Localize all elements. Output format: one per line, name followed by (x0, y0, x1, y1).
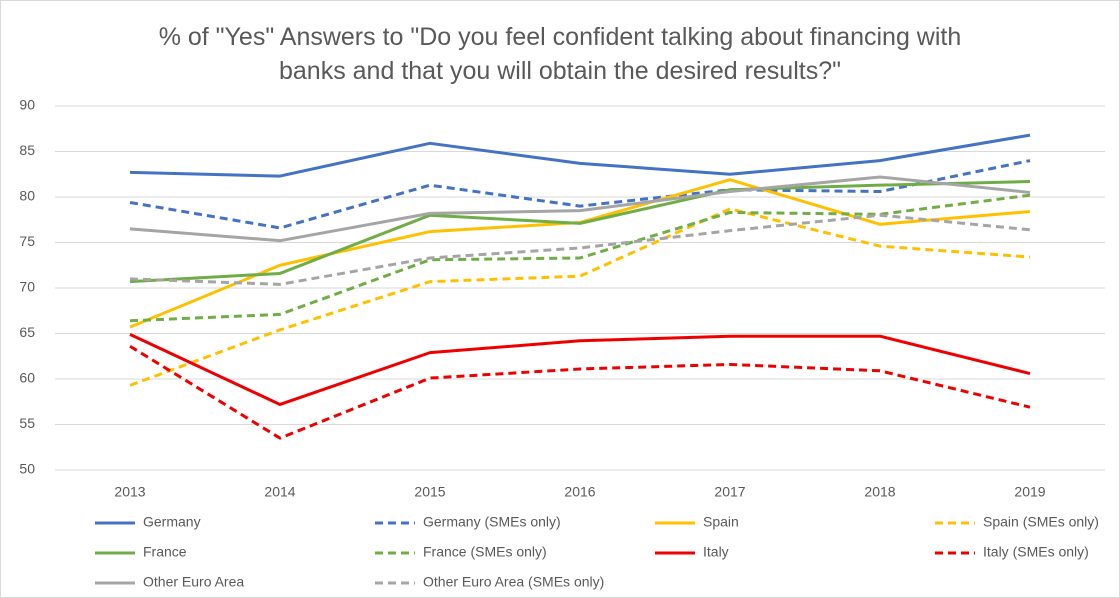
series-line (129, 175, 1031, 243)
legend-label: France (SMEs only) (423, 544, 547, 560)
series-line (129, 344, 1031, 440)
x-tick-label: 2016 (564, 484, 595, 500)
series-line (129, 207, 1031, 387)
legend-label: Other Euro Area (143, 574, 244, 590)
series-line (129, 133, 1031, 178)
legend-label: Italy (703, 544, 729, 560)
y-tick-label: 55 (19, 415, 35, 431)
y-tick-label: 50 (19, 461, 35, 477)
y-tick-label: 90 (19, 97, 35, 113)
series-line (129, 193, 1031, 323)
legend-label: France (143, 544, 187, 560)
legend-label: Germany (SMEs only) (423, 514, 561, 530)
y-tick-label: 65 (19, 324, 35, 340)
series-line (129, 213, 1031, 286)
y-tick-label: 75 (19, 233, 35, 249)
x-tick-label: 2017 (714, 484, 745, 500)
chart-title: % of "Yes" Answers to "Do you feel confi… (158, 23, 962, 85)
legend-label: Italy (SMEs only) (983, 544, 1089, 560)
series-line (129, 159, 1031, 230)
x-tick-label: 2014 (264, 484, 295, 500)
y-tick-label: 85 (19, 142, 35, 158)
legend-label: Spain (SMEs only) (983, 514, 1099, 530)
y-tick-label: 60 (19, 370, 35, 386)
legend-label: Other Euro Area (SMEs only) (423, 574, 604, 590)
x-tick-label: 2018 (864, 484, 895, 500)
series-line (129, 180, 1031, 284)
y-tick-label: 70 (19, 279, 35, 295)
legend-label: Spain (703, 514, 739, 530)
legend-label: Germany (143, 514, 201, 530)
x-tick-label: 2013 (114, 484, 145, 500)
x-tick-label: 2015 (414, 484, 445, 500)
series-line (129, 333, 1031, 406)
x-tick-label: 2019 (1014, 484, 1045, 500)
y-tick-label: 80 (19, 188, 35, 204)
